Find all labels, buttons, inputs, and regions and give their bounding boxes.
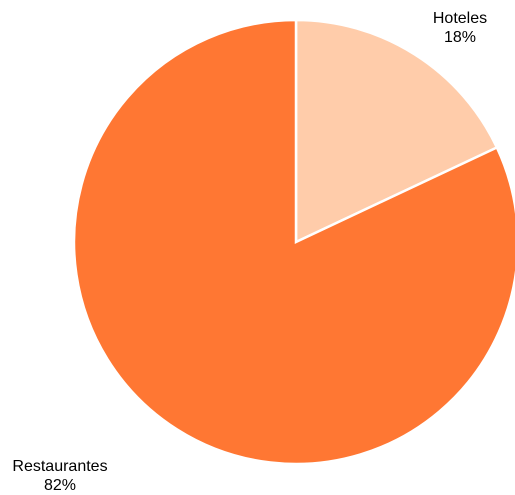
slice-value-restaurantes: 82% <box>44 477 76 494</box>
slice-label-restaurantes: Restaurantes <box>12 458 107 475</box>
slice-value-hoteles: 18% <box>444 29 476 46</box>
slice-label-hoteles: Hoteles <box>433 10 487 27</box>
pie-slice-restaurantes <box>72 18 515 466</box>
pie-slices <box>72 18 515 466</box>
pie-slice-hoteles <box>294 18 499 244</box>
